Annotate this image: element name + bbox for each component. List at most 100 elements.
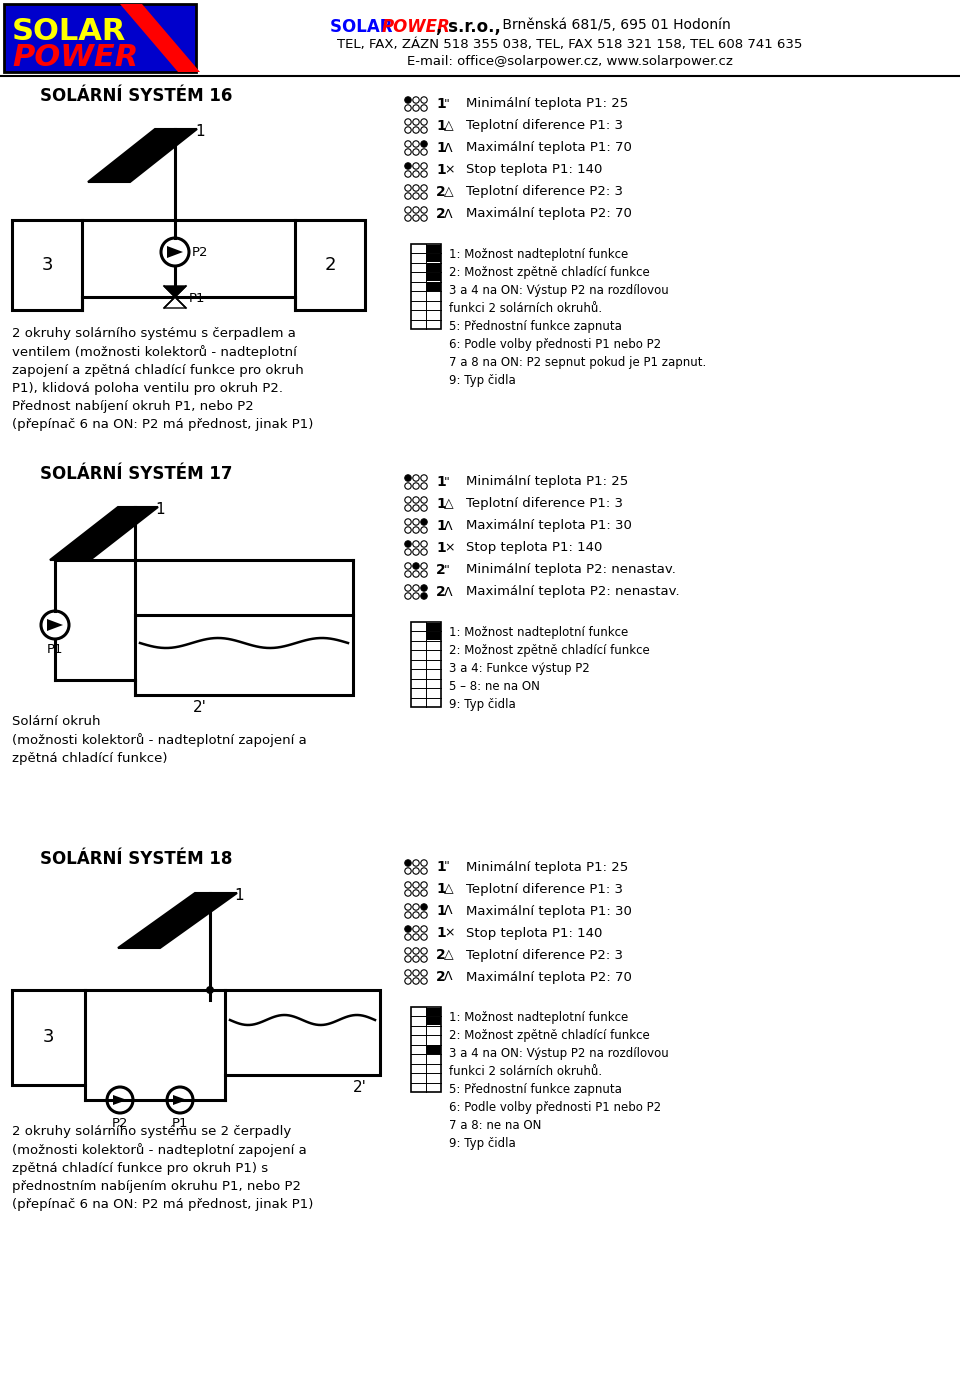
Circle shape: [420, 118, 427, 125]
Circle shape: [405, 904, 411, 910]
Bar: [295, 220, 365, 311]
Circle shape: [413, 482, 420, 489]
Text: Brněnská 681/5, 695 01 Hodonín: Brněnská 681/5, 695 01 Hodonín: [498, 18, 731, 32]
Text: Λ: Λ: [444, 904, 452, 918]
Bar: [426, 622, 441, 631]
Circle shape: [405, 148, 411, 155]
Circle shape: [405, 948, 411, 954]
Circle shape: [413, 118, 420, 125]
Circle shape: [420, 570, 427, 577]
Text: △: △: [444, 948, 454, 962]
Circle shape: [405, 497, 411, 503]
Circle shape: [405, 140, 411, 147]
Circle shape: [413, 475, 420, 481]
Polygon shape: [47, 620, 63, 631]
Bar: [426, 632, 441, 640]
Text: Minimální teplota P1: 25: Minimální teplota P1: 25: [466, 860, 628, 874]
Text: P1: P1: [189, 293, 205, 305]
Text: Teplotní diference P1: 3: Teplotní diference P1: 3: [466, 120, 623, 132]
Circle shape: [405, 548, 411, 555]
Text: Solární okruh
(možnosti kolektorů - nadteplotní zapojení a
zpětná chladící funkc: Solární okruh (možnosti kolektorů - nadt…: [12, 714, 307, 765]
Circle shape: [413, 162, 420, 169]
Circle shape: [413, 592, 420, 599]
Text: 2: 2: [324, 256, 336, 273]
Text: Maximální teplota P2: 70: Maximální teplota P2: 70: [466, 207, 632, 220]
Circle shape: [420, 956, 427, 962]
Bar: [426, 282, 441, 291]
Circle shape: [413, 526, 420, 533]
Circle shape: [413, 504, 420, 511]
Text: ×: ×: [444, 926, 454, 940]
Text: Maximální teplota P1: 30: Maximální teplota P1: 30: [466, 904, 632, 918]
Text: △: △: [444, 120, 454, 132]
Text: 1: 1: [234, 888, 244, 903]
Text: 1: Možnost nadteplotní funkce
2: Možnost zpětně chladící funkce
3 a 4: Funkce vý: 1: Možnost nadteplotní funkce 2: Možnost…: [449, 627, 650, 710]
Circle shape: [413, 497, 420, 503]
Text: ×: ×: [444, 541, 454, 555]
Circle shape: [405, 519, 411, 525]
Polygon shape: [113, 1095, 127, 1105]
Bar: [426, 1046, 441, 1054]
Circle shape: [420, 934, 427, 940]
Text: Minimální teplota P1: 25: Minimální teplota P1: 25: [466, 98, 628, 110]
Text: 1: 1: [436, 98, 445, 111]
Polygon shape: [50, 507, 158, 561]
Circle shape: [420, 148, 427, 155]
Text: POWER: POWER: [382, 18, 451, 36]
Text: P2: P2: [192, 246, 208, 258]
Circle shape: [413, 912, 420, 918]
Bar: [135, 616, 353, 695]
Text: Λ: Λ: [444, 585, 452, 599]
Circle shape: [405, 860, 411, 866]
Circle shape: [413, 860, 420, 866]
Circle shape: [420, 890, 427, 896]
Circle shape: [420, 592, 427, 599]
Polygon shape: [164, 297, 186, 308]
Circle shape: [420, 162, 427, 169]
Text: △: △: [444, 882, 454, 896]
Text: Λ: Λ: [444, 142, 452, 154]
Text: 1: 1: [436, 519, 445, 533]
Circle shape: [420, 563, 427, 569]
Text: Minimální teplota P2: nenastav.: Minimální teplota P2: nenastav.: [466, 563, 676, 577]
Text: E-mail: office@solarpower.cz, www.solarpower.cz: E-mail: office@solarpower.cz, www.solarp…: [407, 55, 732, 67]
Text: Maximální teplota P1: 70: Maximální teplota P1: 70: [466, 142, 632, 154]
Bar: [426, 273, 441, 282]
Text: 1: Možnost nadteplotní funkce
2: Možnost zpětně chladící funkce
3 a 4 na ON: Výs: 1: Možnost nadteplotní funkce 2: Možnost…: [449, 247, 707, 387]
Circle shape: [420, 904, 427, 910]
Circle shape: [420, 504, 427, 511]
Circle shape: [413, 192, 420, 199]
Circle shape: [413, 890, 420, 896]
Text: P1: P1: [47, 643, 63, 655]
Text: Teplotní diference P1: 3: Teplotní diference P1: 3: [466, 497, 623, 511]
Circle shape: [420, 970, 427, 976]
Bar: [426, 1017, 441, 1025]
Circle shape: [420, 585, 427, 591]
Circle shape: [413, 207, 420, 213]
Circle shape: [413, 978, 420, 984]
Text: Teplotní diference P2: 3: Teplotní diference P2: 3: [466, 948, 623, 962]
Circle shape: [405, 585, 411, 591]
Circle shape: [405, 541, 411, 547]
Circle shape: [413, 970, 420, 976]
Circle shape: [413, 170, 420, 177]
Text: SOLAR: SOLAR: [12, 18, 127, 47]
Bar: [225, 991, 380, 1074]
Circle shape: [413, 541, 420, 547]
Text: 1: 1: [436, 475, 445, 489]
Text: Minimální teplota P1: 25: Minimální teplota P1: 25: [466, 475, 628, 489]
Circle shape: [420, 126, 427, 133]
Text: 1: Možnost nadteplotní funkce
2: Možnost zpětně chladící funkce
3 a 4 na ON: Výs: 1: Možnost nadteplotní funkce 2: Možnost…: [449, 1011, 669, 1150]
Text: ": ": [444, 98, 450, 110]
Circle shape: [420, 882, 427, 888]
Text: 1: 1: [195, 124, 204, 139]
Circle shape: [420, 184, 427, 191]
Text: P2: P2: [111, 1117, 129, 1129]
Bar: [426, 264, 441, 272]
Circle shape: [420, 214, 427, 221]
Text: Teplotní diference P1: 3: Teplotní diference P1: 3: [466, 882, 623, 896]
Circle shape: [405, 96, 411, 103]
Circle shape: [405, 890, 411, 896]
Circle shape: [413, 96, 420, 103]
Circle shape: [413, 148, 420, 155]
